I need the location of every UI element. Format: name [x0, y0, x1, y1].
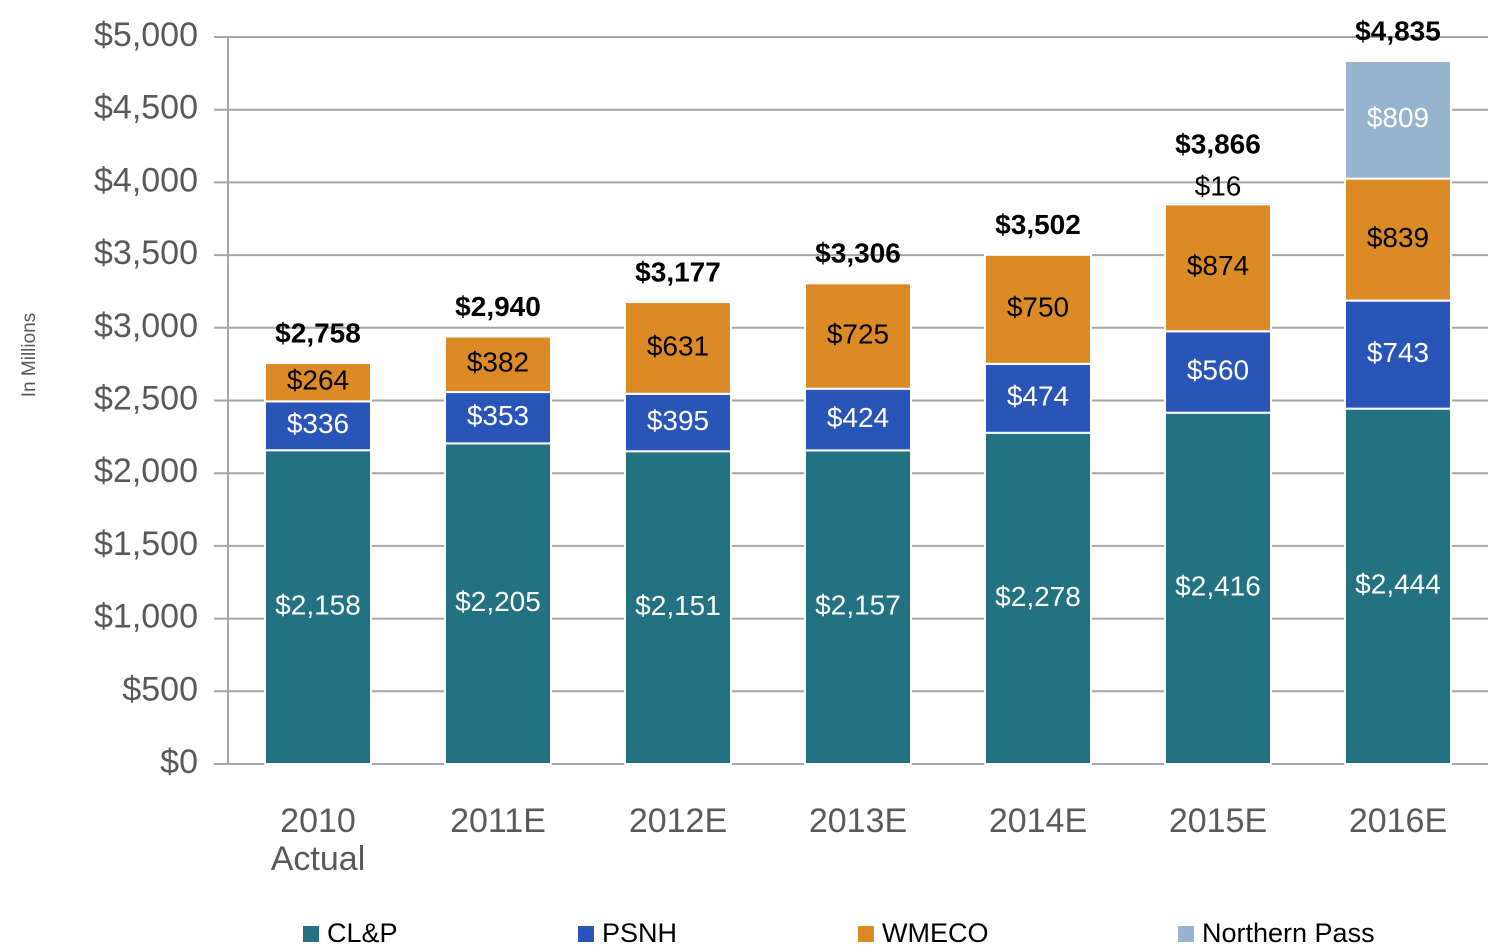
bar-segment: [804, 449, 912, 765]
bar-segment: [624, 450, 732, 765]
x-tick-label: 2016E: [1348, 802, 1448, 840]
y-tick-label: $5,000: [94, 16, 198, 54]
bar-segment: [444, 335, 552, 394]
bar-segment: [804, 282, 912, 390]
data-label: $2,444: [1355, 569, 1441, 600]
legend-label: CL&P: [327, 918, 398, 948]
legend-label: Northern Pass: [1202, 918, 1375, 948]
x-tick-label: 2011E: [450, 802, 546, 840]
bar-segment: [1344, 299, 1452, 410]
bar-segment: [1344, 59, 1452, 180]
data-label: $743: [1367, 337, 1429, 368]
data-label: $809: [1367, 102, 1429, 133]
total-label: $3,502: [995, 209, 1081, 240]
bar-segment: [1344, 177, 1452, 302]
bar-segment: [444, 442, 552, 765]
y-tick-label: $1,000: [94, 598, 198, 636]
data-label: $2,157: [815, 590, 901, 621]
data-label: $2,151: [635, 590, 721, 621]
data-label: $16: [1195, 170, 1242, 201]
x-tick-label: 2012E: [628, 802, 728, 840]
data-label: $2,158: [275, 590, 361, 621]
bar-segment: [984, 253, 1092, 365]
data-label: $474: [1007, 381, 1069, 412]
total-label: $3,306: [815, 238, 901, 269]
data-label: $839: [1367, 222, 1429, 253]
bar-segment: [1164, 200, 1272, 206]
bar-segment: [1164, 330, 1272, 414]
data-label: $336: [287, 408, 349, 439]
y-tick-label: $4,500: [94, 89, 198, 127]
y-tick-label: $3,000: [94, 307, 198, 345]
bar-segment: [264, 361, 372, 403]
y-tick-label: $0: [160, 743, 198, 781]
bar-segment: [804, 387, 912, 452]
bar-segment: [444, 391, 552, 445]
data-label: $2,205: [455, 586, 541, 617]
bar-segment: [984, 431, 1092, 765]
y-axis-label: In Millions: [19, 313, 40, 397]
data-label: $382: [467, 347, 529, 378]
data-label: $631: [647, 330, 709, 361]
data-label: $725: [827, 318, 889, 349]
total-label: $2,940: [455, 291, 541, 322]
total-label: $4,835: [1355, 15, 1441, 46]
x-tick-label: 2015E: [1168, 802, 1268, 840]
legend-label: WMECO: [882, 918, 988, 948]
data-label: $424: [827, 402, 889, 433]
total-label: $2,758: [275, 317, 361, 348]
data-label: $750: [1007, 292, 1069, 323]
legend-swatch: [1178, 926, 1194, 942]
legend-label: PSNH: [602, 918, 677, 948]
y-tick-label: $3,500: [94, 234, 198, 272]
legend-swatch: [858, 926, 874, 942]
data-label: $395: [647, 405, 709, 436]
y-tick-label: $2,000: [94, 452, 198, 490]
y-tick-label: $500: [122, 670, 198, 708]
bar-segment: [264, 400, 372, 452]
bar-segment: [984, 362, 1092, 434]
bar-segment: [624, 301, 732, 395]
data-label: $560: [1187, 354, 1249, 385]
y-tick-label: $4,000: [94, 161, 198, 199]
legend-swatch: [578, 926, 594, 942]
data-label: $874: [1187, 250, 1249, 281]
data-label: $2,278: [995, 581, 1081, 612]
x-tick-label: 2013E: [808, 802, 908, 840]
legend-swatch: [303, 926, 319, 942]
y-tick-label: $1,500: [94, 525, 198, 563]
data-label: $2,416: [1175, 571, 1261, 602]
data-label: $264: [287, 365, 349, 396]
data-label: $353: [467, 400, 529, 431]
x-tick-label: 2010 Actual: [270, 802, 366, 878]
total-label: $3,866: [1175, 128, 1261, 159]
bar-segment: [624, 392, 732, 453]
total-label: $3,177: [635, 256, 721, 287]
x-tick-label: 2014E: [988, 802, 1088, 840]
y-tick-label: $2,500: [94, 379, 198, 417]
